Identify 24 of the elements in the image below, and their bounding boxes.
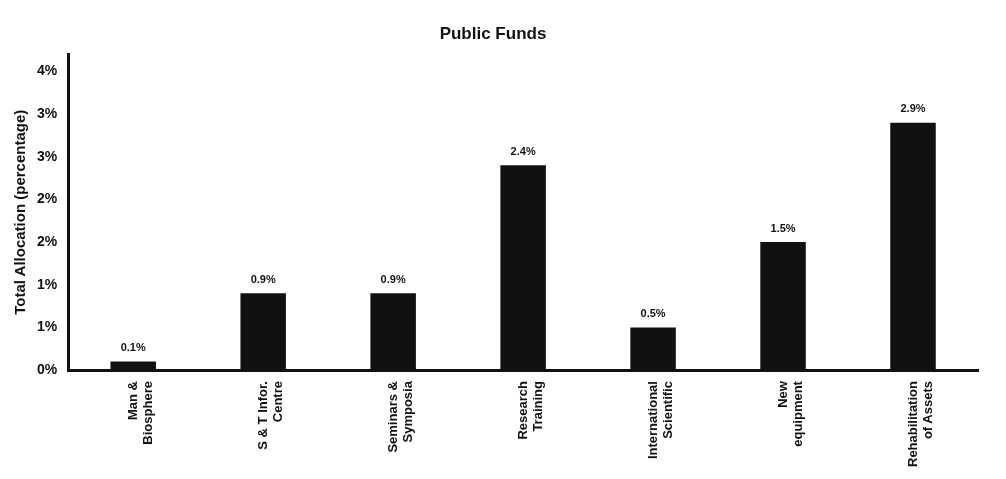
data-label: 1.5% bbox=[770, 221, 796, 234]
x-tick-label: Seminars & Symposia bbox=[384, 380, 416, 453]
x-tick-label: Man & Biosphere bbox=[124, 381, 156, 445]
y-tick-label: 3% bbox=[37, 147, 58, 164]
y-tick-label: 3% bbox=[37, 104, 58, 121]
y-tick-label: 2% bbox=[37, 232, 58, 249]
data-label: 2.4% bbox=[510, 144, 536, 157]
y-tick-label: 0% bbox=[37, 360, 58, 377]
y-tick-label: 2% bbox=[37, 190, 58, 207]
x-tick-label: International Scientific bbox=[644, 381, 676, 460]
y-axis-title: Total Allocation (percentage) bbox=[11, 109, 29, 315]
data-label: 0.1% bbox=[120, 341, 146, 354]
data-label: 0.9% bbox=[250, 272, 276, 285]
x-tick-label: Rehabilitation of Assets bbox=[904, 381, 936, 468]
y-tick-label: 4% bbox=[37, 62, 58, 79]
data-label: 0.5% bbox=[640, 306, 666, 319]
data-label: 2.9% bbox=[900, 102, 926, 115]
x-tick-label: S & T Infor. Centre bbox=[254, 381, 286, 450]
data-label: 0.9% bbox=[380, 272, 406, 285]
chart-title: Public Funds bbox=[439, 23, 547, 43]
x-tick-label: New equipment bbox=[774, 380, 806, 447]
y-tick-label: 1% bbox=[37, 275, 58, 292]
x-tick-label: Research Training bbox=[514, 381, 546, 440]
y-tick-label: 1% bbox=[37, 318, 58, 335]
